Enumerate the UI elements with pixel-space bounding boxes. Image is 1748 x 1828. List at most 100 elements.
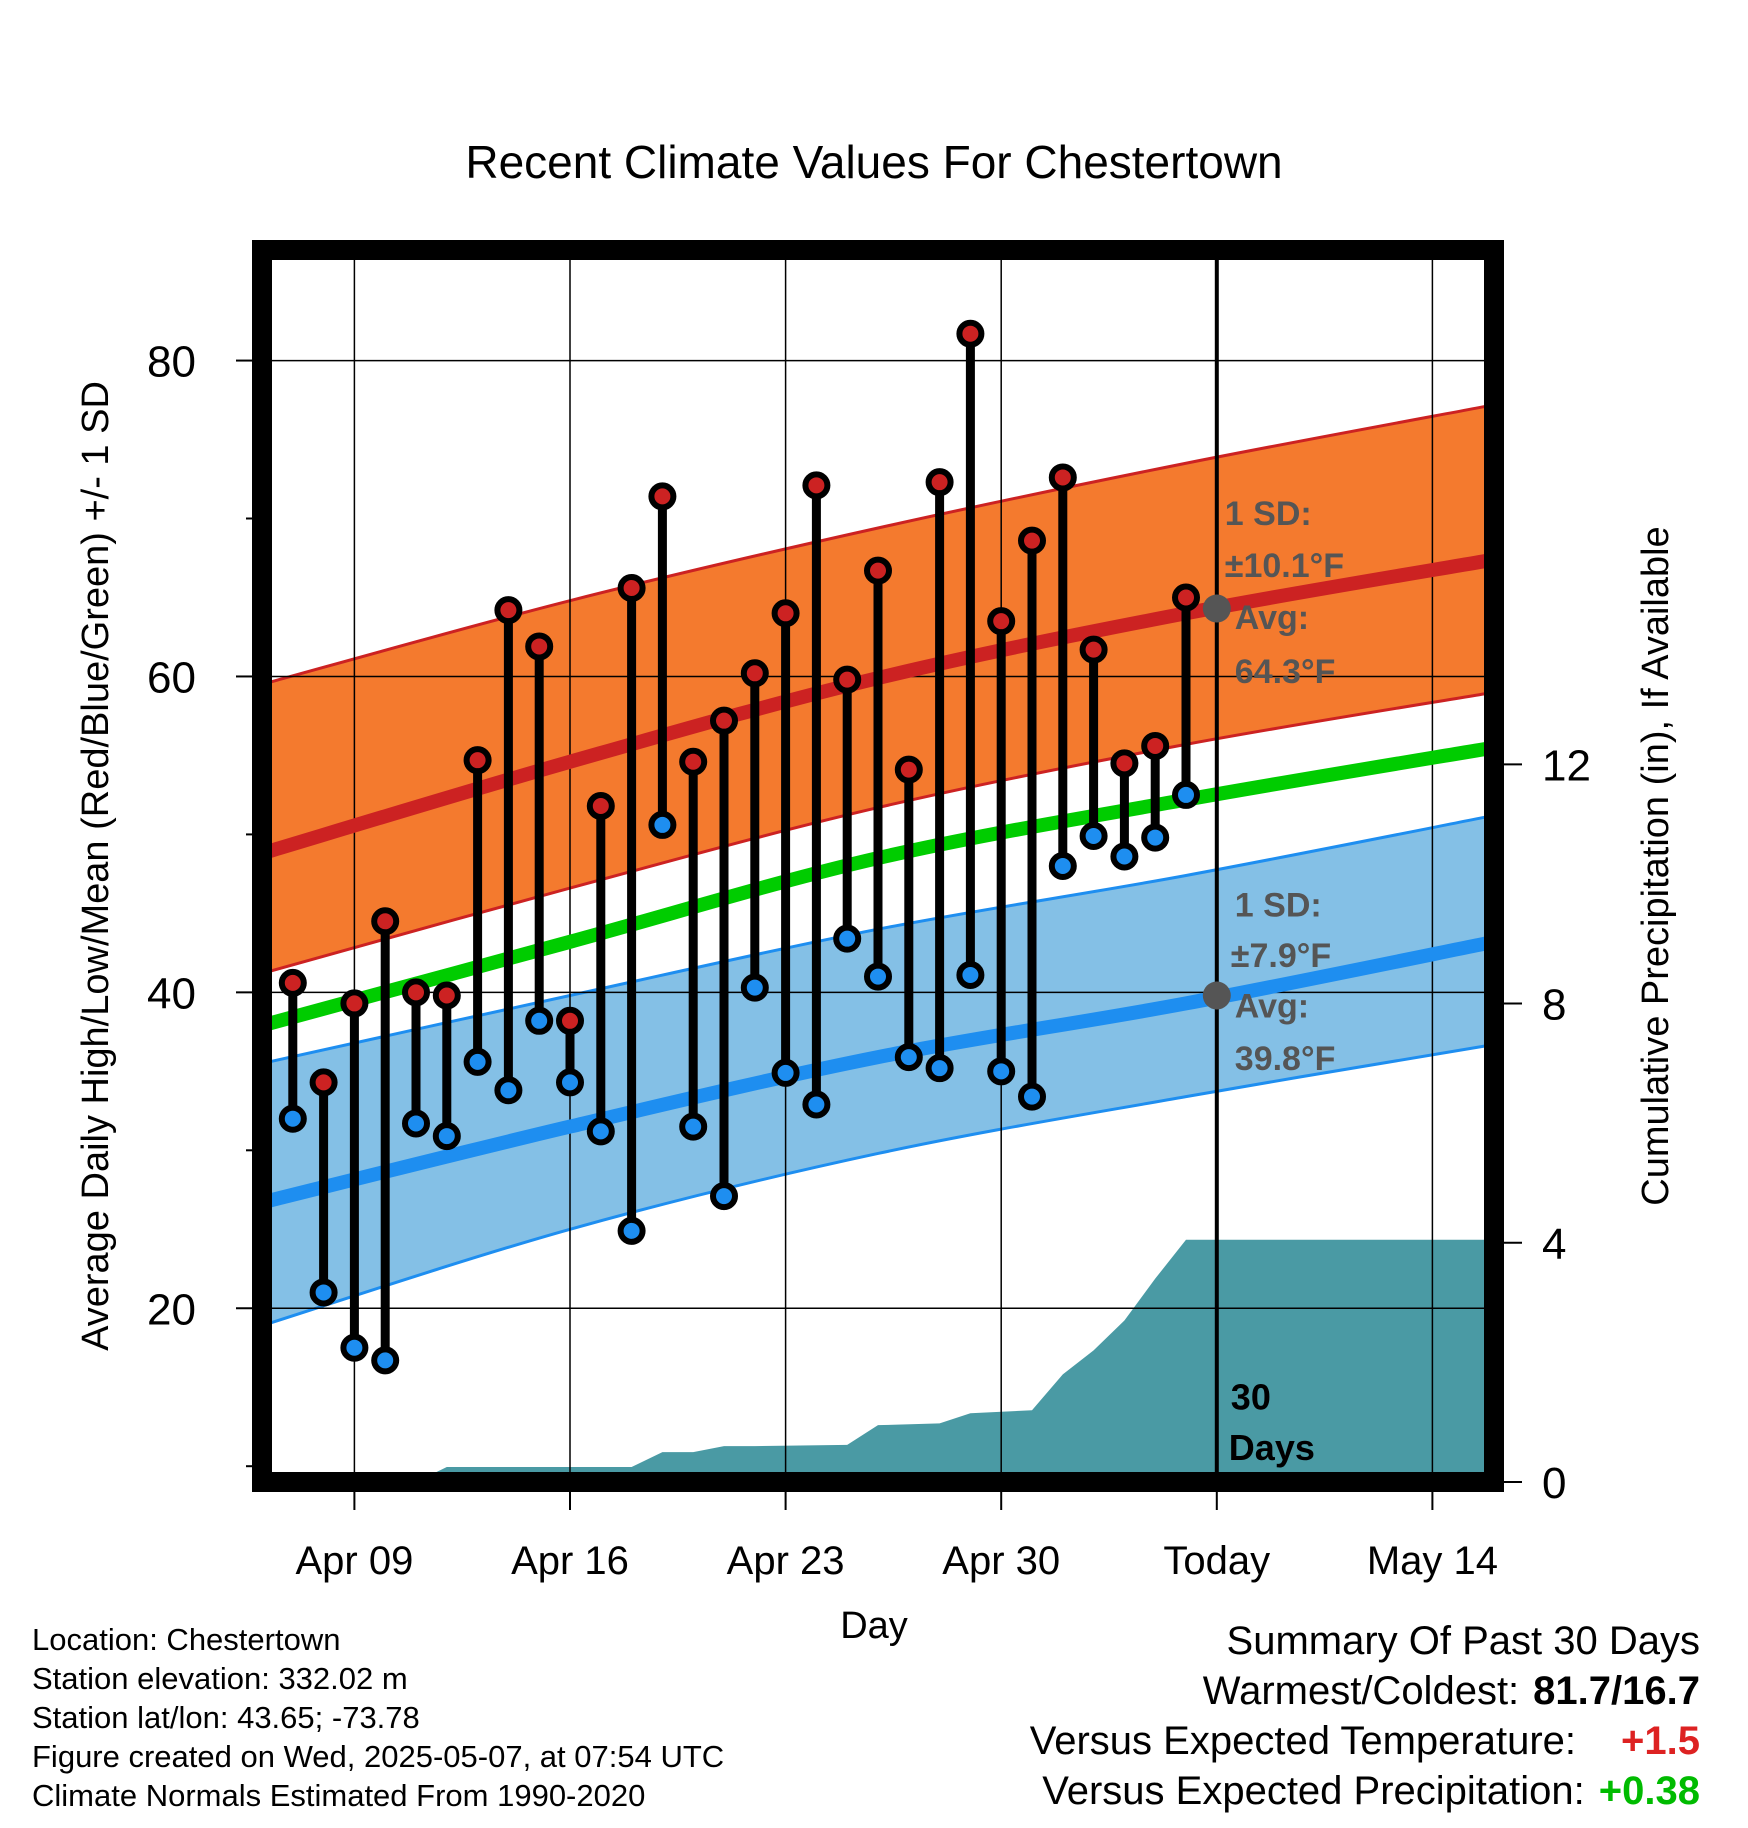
high-avg-marker bbox=[1202, 594, 1231, 623]
low-point bbox=[1079, 821, 1108, 850]
high-point bbox=[556, 1006, 584, 1035]
low-point bbox=[586, 1117, 615, 1146]
high-point bbox=[925, 468, 954, 497]
high-point bbox=[432, 981, 461, 1010]
high-point bbox=[987, 607, 1016, 636]
temp-label: Versus Expected Temperature: bbox=[1029, 1719, 1576, 1763]
low-avg-label: Avg: bbox=[1235, 988, 1309, 1026]
precip-value: +0.38 bbox=[1598, 1769, 1700, 1813]
summary-warmest-row: Warmest/Coldest: 81.7/16.7 bbox=[1030, 1666, 1700, 1716]
high-point bbox=[463, 746, 492, 775]
low-point bbox=[494, 1076, 523, 1105]
low-point bbox=[1018, 1082, 1046, 1111]
high-sd-label: 1 SD: bbox=[1225, 495, 1312, 533]
high-point bbox=[679, 747, 708, 776]
x-tick-label: Apr 16 bbox=[511, 1539, 629, 1583]
y-tick-label: 60 bbox=[147, 653, 196, 702]
low-point bbox=[679, 1112, 708, 1141]
y2-tick-label: 12 bbox=[1542, 741, 1591, 790]
low-point bbox=[556, 1068, 584, 1097]
summary-panel: Summary Of Past 30 Days Warmest/Coldest:… bbox=[1030, 1616, 1700, 1816]
low-point bbox=[1110, 842, 1139, 871]
low-point bbox=[617, 1216, 646, 1245]
plot-area: 1 SD: ±10.1°F Avg: 64.3°F 1 SD: ±7.9°F Avg: 39.… bbox=[260, 250, 1496, 1482]
summary-precip-row: Versus Expected Precipitation: +0.38 bbox=[1030, 1766, 1700, 1816]
low-point bbox=[833, 924, 862, 953]
high-point bbox=[833, 665, 862, 694]
high-point bbox=[864, 556, 892, 585]
chart-title: Recent Climate Values For Chestertown bbox=[465, 136, 1282, 188]
high-point bbox=[1048, 463, 1077, 492]
low-point bbox=[340, 1333, 369, 1362]
high-point bbox=[956, 319, 985, 348]
low-point bbox=[371, 1346, 400, 1375]
days-label-line2: Days bbox=[1229, 1427, 1315, 1468]
created-text: Figure created on Wed, 2025-05-07, at 07… bbox=[32, 1739, 725, 1774]
low-point bbox=[894, 1043, 923, 1072]
high-avg-value: 64.3°F bbox=[1235, 653, 1336, 691]
high-point bbox=[710, 706, 738, 735]
low-point bbox=[402, 1109, 430, 1138]
high-avg-label: Avg: bbox=[1235, 599, 1309, 637]
low-avg-value: 39.8°F bbox=[1235, 1040, 1336, 1078]
high-point bbox=[1079, 635, 1108, 664]
low-point bbox=[463, 1047, 492, 1076]
x-tick-label: May 14 bbox=[1367, 1539, 1498, 1583]
plot-frame bbox=[252, 240, 1504, 1492]
y-axis-title: Average Daily High/Low/Mean (Red/Blue/Gr… bbox=[75, 381, 117, 1351]
high-point bbox=[802, 471, 831, 500]
x-axis-title: Day bbox=[840, 1605, 908, 1647]
high-point bbox=[1172, 583, 1200, 612]
high-point bbox=[771, 599, 800, 628]
x-tick-label: Apr 09 bbox=[295, 1539, 413, 1583]
elevation-text: Station elevation: 332.02 m bbox=[32, 1661, 408, 1696]
y2-tick-label: 8 bbox=[1542, 981, 1566, 1030]
x-tick-label: Apr 23 bbox=[727, 1539, 845, 1583]
low-point bbox=[309, 1278, 338, 1307]
low-point bbox=[1172, 780, 1200, 809]
summary-temp-row: Versus Expected Temperature: +1.5 bbox=[1030, 1716, 1700, 1766]
days-label-line1: 30 bbox=[1231, 1376, 1271, 1417]
y2-tick-label: 4 bbox=[1542, 1220, 1566, 1269]
y2-axis-title: Cumulative Precipitation (in), If Availa… bbox=[1635, 526, 1677, 1205]
normals-text: Climate Normals Estimated From 1990-2020 bbox=[32, 1778, 646, 1813]
station-info: Location: Chestertown Station elevation:… bbox=[32, 1620, 724, 1815]
low-point bbox=[278, 1104, 307, 1133]
axes: 20 40 60 80 0 4 8 12 Apr 09 Apr 16 Apr 23 Apr 30 Tod… bbox=[147, 338, 1591, 1583]
low-point bbox=[648, 810, 677, 839]
high-point bbox=[340, 989, 369, 1018]
high-point bbox=[894, 755, 923, 784]
low-point bbox=[802, 1090, 831, 1119]
high-point bbox=[586, 791, 615, 820]
high-point bbox=[402, 978, 430, 1007]
low-point bbox=[925, 1054, 954, 1083]
high-point bbox=[494, 596, 523, 625]
low-point bbox=[987, 1057, 1016, 1086]
low-point bbox=[1141, 823, 1170, 852]
low-point bbox=[740, 973, 769, 1002]
y-tick-label: 20 bbox=[147, 1285, 196, 1334]
high-point bbox=[278, 968, 307, 997]
low-point bbox=[710, 1182, 738, 1211]
high-point bbox=[309, 1068, 338, 1097]
low-point bbox=[525, 1006, 554, 1035]
x-tick-label: Today bbox=[1163, 1539, 1270, 1583]
high-point bbox=[648, 482, 677, 511]
low-sd-value: ±7.9°F bbox=[1231, 937, 1331, 975]
precip-label: Versus Expected Precipitation: bbox=[1042, 1769, 1585, 1813]
latlon-text: Station lat/lon: 43.65; -73.78 bbox=[32, 1700, 420, 1735]
high-point bbox=[617, 574, 646, 603]
y-tick-label: 40 bbox=[147, 969, 196, 1018]
precip-area bbox=[262, 1239, 1494, 1482]
high-sd-value: ±10.1°F bbox=[1225, 547, 1344, 585]
summary-heading: Summary Of Past 30 Days bbox=[1226, 1619, 1700, 1663]
y2-tick-label: 0 bbox=[1542, 1459, 1566, 1508]
high-point bbox=[1110, 749, 1139, 778]
low-point bbox=[432, 1122, 461, 1151]
low-sd-label: 1 SD: bbox=[1235, 887, 1322, 925]
temp-value: +1.5 bbox=[1621, 1719, 1700, 1763]
low-point bbox=[771, 1058, 800, 1087]
x-tick-label: Apr 30 bbox=[942, 1539, 1060, 1583]
low-point bbox=[956, 960, 985, 989]
